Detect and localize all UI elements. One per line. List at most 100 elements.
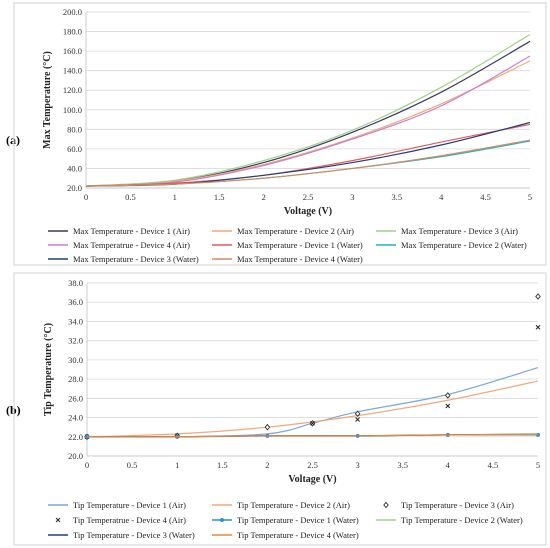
x-tick-label: 1: [173, 192, 177, 202]
legend-label: Max Temperatrue - Device 4 (Air): [73, 240, 190, 250]
chart-b-frame: [13, 272, 547, 546]
y-tick-label: 200.0: [63, 7, 82, 17]
legend-item: Max Temperature - Device 2 (Water): [376, 240, 527, 250]
x-tick-label: 0.5: [125, 192, 136, 202]
x-tick-label: 2.5: [307, 460, 318, 470]
x-tick-label: 2: [265, 460, 269, 470]
data-point: [535, 293, 541, 300]
legend-item: Max Temperature - Device 1 (Air): [48, 226, 190, 236]
data-point: [445, 403, 451, 409]
x-tick-label: 3.5: [397, 460, 408, 470]
chart-a: 20.0 40.0 60.0 80.0 100.0 120.0 140.0 160.0 180.…: [42, 7, 532, 264]
legend-item: Tip Temperature - Device 4 (Water): [212, 530, 359, 540]
y-axis-title: Tip Temperature (°C): [43, 323, 54, 416]
y-tick-label: 22.0: [68, 432, 83, 442]
legend-item: Tip Temperature - Device 1 (Water): [212, 515, 359, 525]
legend-label: Tip Temperatrue - Device 4 (Air): [73, 515, 186, 525]
panel-label-a: (a): [6, 133, 20, 147]
legend-label: Max Temperature - Device 2 (Water): [401, 240, 527, 250]
series-line: [85, 123, 531, 187]
y-tick-label: 28.0: [68, 374, 83, 384]
series-line: [85, 55, 531, 187]
y-tick-label: 30.0: [68, 355, 83, 365]
chart-b: 20.0 22.0 24.0 26.0 28.0 30.0 32.0 34.0 36.0 38.0…: [43, 278, 541, 540]
legend-item: Max Temperature - Device 4 (Water): [212, 254, 363, 264]
y-axis-title: Max Temperature (°C): [42, 51, 53, 149]
y-tick-label: 180.0: [63, 27, 82, 37]
y-tick-label: 26.0: [68, 393, 83, 403]
legend-label: Max Temperature - Device 4 (Water): [237, 254, 363, 264]
legend-item: Tip Temperature - Device 1 (Air): [48, 500, 186, 510]
x-tick-label: 3.5: [391, 192, 402, 202]
panel-label-b: (b): [6, 403, 21, 417]
y-tick-label: 36.0: [68, 297, 83, 307]
y-tick-label: 20.0: [67, 183, 82, 193]
legend-label: Tip Temperature - Device 3 (Air): [401, 500, 514, 510]
legend-item: Max Temperature - Device 3 (Water): [48, 254, 199, 264]
y-tick-label: 38.0: [68, 278, 83, 288]
data-point: [85, 434, 89, 439]
x-tick-label: 0: [85, 460, 89, 470]
legend-marker: [55, 517, 61, 523]
series-line: [85, 60, 531, 187]
series-line: [85, 33, 531, 187]
y-tick-label: 140.0: [63, 66, 82, 76]
legend-item: Tip Temperatrue - Device 4 (Air): [55, 515, 186, 525]
x-tick-label: 4.5: [480, 192, 491, 202]
y-tick-label: 100.0: [63, 105, 82, 115]
legend-label: Max Temperature - Device 1 (Air): [73, 226, 190, 236]
legend-label: Tip Temperature - Device 2 (Air): [237, 500, 350, 510]
legend-item: Tip Temperature - Device 2 (Water): [376, 515, 523, 525]
x-tick-label: 5: [536, 460, 540, 470]
legend-item: Tip Temperature - Device 3 (Air): [383, 500, 514, 510]
y-tick-label: 80.0: [67, 124, 82, 134]
x-tick-label: 1.5: [217, 460, 228, 470]
legend-label: Tip Temperature - Device 4 (Water): [237, 530, 359, 540]
legend-label: Tip Temperature - Device 2 (Water): [401, 515, 523, 525]
series-line: [85, 139, 531, 187]
y-tick-label: 20.0: [68, 451, 83, 461]
data-point: [310, 420, 315, 426]
x-axis-title: Voltage (V): [288, 474, 336, 485]
series-line: [86, 433, 539, 438]
y-tick-label: 40.0: [67, 163, 82, 173]
x-tick-label: 1.5: [214, 192, 225, 202]
data-point: [354, 410, 361, 418]
legend-label: Max Temperature - Device 3 (Air): [401, 226, 518, 236]
data-point: [445, 392, 451, 399]
x-tick-label: 3: [350, 192, 354, 202]
chart-a-frame: [13, 2, 547, 266]
y-tick-label: 60.0: [67, 144, 82, 154]
legend-item: Max Temperature - Device 3 (Air): [376, 226, 518, 236]
legend-item: Max Temperature - Device 2 (Air): [212, 226, 354, 236]
legend-label: Tip Temperature - Device 3 (Water): [73, 530, 195, 540]
x-tick-label: 0: [84, 192, 88, 202]
x-tick-label: 5: [528, 192, 532, 202]
x-tick-label: 4.5: [488, 460, 499, 470]
legend-item: Max Temperature - Device 1 (Water): [212, 240, 363, 250]
y-tick-label: 34.0: [68, 316, 83, 326]
legend-label: Tip Temperature - Device 1 (Air): [73, 500, 186, 510]
legend-label: Max Temperature - Device 2 (Air): [237, 226, 354, 236]
y-tick-label: 32.0: [68, 336, 83, 346]
data-point: [355, 417, 360, 422]
data-point: [264, 423, 271, 431]
legend-label: Max Temperature - Device 1 (Water): [237, 240, 363, 250]
x-tick-label: 2.5: [303, 192, 314, 202]
x-tick-label: 2: [261, 192, 265, 202]
x-tick-label: 4: [446, 460, 451, 470]
x-tick-label: 0.5: [127, 460, 138, 470]
legend-item: Tip Temperature - Device 3 (Water): [48, 530, 195, 540]
x-tick-label: 3: [355, 460, 359, 470]
x-axis-title: Voltage (V): [284, 206, 332, 217]
y-tick-label: 160.0: [63, 46, 82, 56]
legend-marker: [220, 518, 224, 522]
legend-label: Max Temperature - Device 3 (Water): [73, 254, 199, 264]
x-tick-label: 1: [175, 460, 179, 470]
legend-item: Tip Temperature - Device 2 (Air): [212, 500, 350, 510]
legend-label: Tip Temperature - Device 1 (Water): [237, 515, 359, 525]
y-tick-label: 24.0: [68, 413, 83, 423]
y-tick-label: 120.0: [63, 85, 82, 95]
